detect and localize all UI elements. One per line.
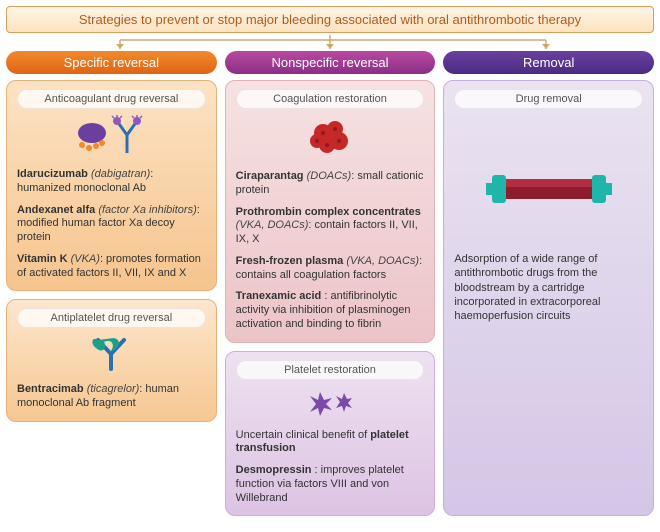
clot-icon: [303, 115, 357, 161]
card: Platelet restoration Uncertain clinical b…: [225, 351, 436, 517]
card-title: Anticoagulant drug reversal: [17, 89, 206, 109]
entry: Bentracimab (ticagrelor): human monoclon…: [17, 383, 206, 411]
column-0: Specific reversal Anticoagulant drug reve…: [6, 51, 217, 524]
ab-frag-icon-wrap: [17, 334, 206, 377]
entry: Ciraparantag (DOACs): small cationic pro…: [236, 170, 425, 198]
entry: Uncertain clinical benefit of platelet t…: [236, 429, 425, 457]
entry: Prothrombin complex concentrates (VKA, D…: [236, 206, 425, 247]
clot-icon-wrap: [236, 115, 425, 164]
entry: Vitamin K (VKA): promotes formation of a…: [17, 253, 206, 281]
entry: Desmopressin : improves platelet functio…: [236, 464, 425, 505]
antibody-blob-icon: [72, 115, 150, 159]
diagram-title: Strategies to prevent or stop major blee…: [6, 6, 654, 33]
column-header: Nonspecific reversal: [225, 51, 436, 74]
column-header: Removal: [443, 51, 654, 74]
cartridge-icon-wrap: [454, 169, 643, 212]
cartridge-icon: [484, 169, 614, 209]
card-title: Platelet restoration: [236, 360, 425, 380]
card-title: Coagulation restoration: [236, 89, 425, 109]
entry: Andexanet alfa (factor Xa inhibitors): m…: [17, 204, 206, 245]
antibody-fragment-icon: [86, 334, 136, 374]
connector-lines: [6, 37, 654, 51]
card-title: Drug removal: [454, 89, 643, 109]
column-2: Removal Drug removal Adsorption of a wide …: [443, 51, 654, 524]
column-1: Nonspecific reversal Coagulation restorat…: [225, 51, 436, 524]
column-header: Specific reversal: [6, 51, 217, 74]
card-caption: Adsorption of a wide range of antithromb…: [454, 252, 643, 323]
card-title: Antiplatelet drug reversal: [17, 308, 206, 328]
card: Antiplatelet drug reversal Bentracimab (t…: [6, 299, 217, 422]
card: Drug removal Adsorption of a wide range o…: [443, 80, 654, 516]
platelet-icon-wrap: [236, 386, 425, 423]
card: Anticoagulant drug reversal Idarucizumab …: [6, 80, 217, 291]
ab-blob-icon-wrap: [17, 115, 206, 162]
entry: Fresh-frozen plasma (VKA, DOACs): contai…: [236, 255, 425, 283]
entry: Idarucizumab (dabigatran): humanized mon…: [17, 168, 206, 196]
platelet-icon: [302, 386, 358, 420]
columns-container: Specific reversal Anticoagulant drug reve…: [6, 51, 654, 524]
entry: Tranexamic acid : antifibrinolytic activ…: [236, 290, 425, 331]
card: Coagulation restoration Ciraparantag (DOA…: [225, 80, 436, 343]
